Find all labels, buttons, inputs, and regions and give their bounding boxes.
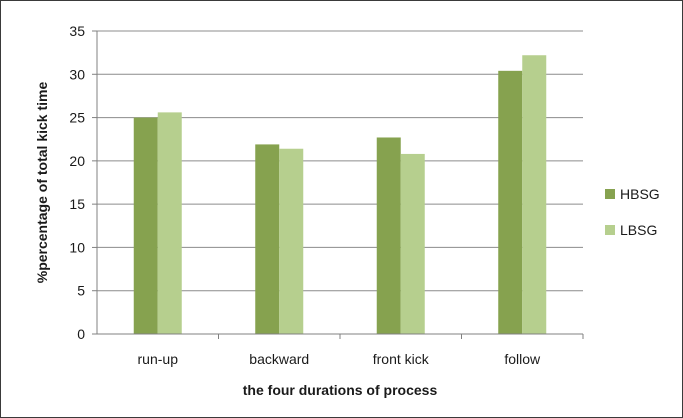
bars <box>133 55 547 335</box>
y-tick-label: 20 <box>69 153 85 169</box>
bar-hbsg <box>133 117 158 334</box>
bar-lbsg <box>522 55 547 335</box>
legend: HBSG LBSG <box>605 186 660 238</box>
y-tick-label: 5 <box>77 283 85 299</box>
y-tick-label: 10 <box>69 239 85 255</box>
x-tick-label: run-up <box>138 351 179 367</box>
legend-swatch-lbsg <box>605 225 615 235</box>
y-tick-label: 25 <box>69 110 85 126</box>
y-tick-label: 30 <box>69 66 85 82</box>
x-tick-labels: run-up backward front kick follow <box>138 351 542 367</box>
x-tick-label: backward <box>249 351 309 367</box>
y-tick-label: 35 <box>69 23 85 39</box>
y-tick-label: 15 <box>69 196 85 212</box>
x-tick-label: front kick <box>373 351 430 367</box>
bar-lbsg <box>279 148 304 334</box>
legend-swatch-hbsg <box>605 189 615 199</box>
x-axis-title: the four durations of process <box>243 382 438 398</box>
bar-hbsg <box>376 137 401 334</box>
bar-hbsg <box>255 144 280 334</box>
bar-hbsg <box>498 70 523 334</box>
y-tick-label: 0 <box>77 326 85 342</box>
x-tick-label: follow <box>504 351 541 367</box>
legend-label-lbsg: LBSG <box>620 222 657 238</box>
legend-label-hbsg: HBSG <box>620 186 660 202</box>
y-axis-title: %percentage of total kick time <box>34 82 50 284</box>
bar-lbsg <box>400 153 425 334</box>
y-tick-labels: 0 5 10 15 20 25 30 35 <box>69 23 85 342</box>
bar-lbsg <box>157 112 182 335</box>
